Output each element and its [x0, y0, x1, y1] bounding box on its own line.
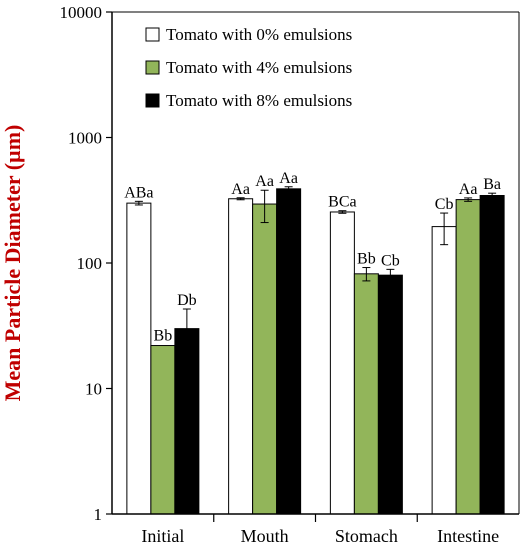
bar-stomach-series-2 — [377, 274, 403, 515]
legend-label-1: Tomato with 4% emulsions — [166, 58, 352, 77]
x-tick-label: Mouth — [241, 526, 289, 546]
bar-data-label: Cb — [435, 196, 454, 213]
legend-label-0: Tomato with 0% emulsions — [166, 25, 352, 44]
bar-initial-series-1 — [150, 345, 176, 515]
legend: Tomato with 0% emulsions Tomato with 4% e… — [145, 25, 352, 110]
bar-data-label: ABa — [124, 184, 153, 201]
bar-mouth-series-2 — [276, 188, 302, 515]
axes: Initial Mouth Stomach Intestine 1 10 100 1000 10… — [60, 3, 520, 546]
bar-mouth-series-0 — [228, 198, 254, 515]
y-axis-label: Mean Particle Diameter (µm) — [0, 125, 25, 402]
y-tick-label: 100 — [77, 254, 103, 273]
y-tick-label: 10 — [85, 380, 102, 399]
bar-data-label: Bb — [357, 251, 376, 268]
bar-data-label: Aa — [231, 181, 250, 198]
y-tick-label: 1000 — [68, 129, 102, 148]
bars: ABa Bb Db Aa Aa Aa BCa Bb Cb Cb Aa Ba — [124, 170, 505, 515]
bar-intestine-series-1 — [455, 199, 481, 515]
legend-swatch-2 — [145, 93, 160, 108]
legend-swatch-1 — [145, 60, 160, 75]
x-tick-label: Initial — [141, 526, 184, 546]
bar-stomach-series-0 — [329, 211, 355, 515]
bar-stomach-series-1 — [353, 273, 379, 515]
y-tick-label: 1 — [94, 505, 103, 524]
bar-initial-series-0 — [126, 202, 152, 515]
bar-data-label: Bb — [154, 328, 173, 345]
bar-intestine-series-2 — [479, 195, 505, 515]
bar-data-label: Db — [177, 292, 197, 309]
bar-intestine-series-0 — [431, 226, 457, 515]
legend-label-2: Tomato with 8% emulsions — [166, 91, 352, 110]
y-tick-label: 10000 — [60, 3, 103, 22]
bar-data-label: Cb — [381, 252, 400, 269]
bar-data-label: Aa — [459, 181, 478, 198]
bar-data-label: BCa — [328, 194, 356, 211]
x-tick-label: Stomach — [335, 526, 398, 546]
bar-data-label: Aa — [279, 170, 298, 187]
x-tick-label: Intestine — [437, 526, 499, 546]
bar-data-label: Aa — [255, 173, 274, 190]
legend-swatch-0 — [145, 27, 160, 42]
bar-mouth-series-1 — [252, 203, 278, 515]
bar-data-label: Ba — [483, 176, 501, 193]
